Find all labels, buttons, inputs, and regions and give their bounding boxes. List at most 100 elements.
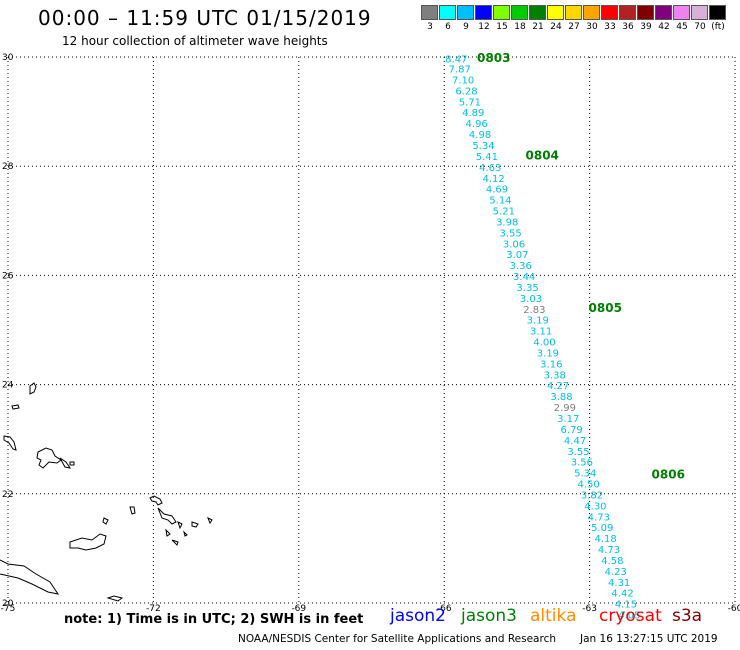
- satellite-legend-s3a: s3a: [672, 606, 703, 626]
- lon-tick-label: -66: [437, 604, 452, 614]
- swh-value: 4.73: [588, 512, 610, 523]
- legend-label: 33: [604, 22, 616, 32]
- swh-value: 3.07: [506, 250, 528, 261]
- lon-tick-label: -60: [728, 604, 740, 614]
- island-outline: [129, 506, 136, 515]
- legend-label: 42: [658, 22, 670, 32]
- time-labels: 0803 0804 0805 0806: [477, 51, 685, 482]
- lon-tick-label: -72: [146, 604, 161, 614]
- swh-value: 7.10: [452, 75, 474, 86]
- island-outline: [106, 595, 124, 602]
- swh-value: 5.14: [489, 196, 511, 207]
- legend-swatch: [673, 5, 690, 20]
- legend-swatch: [691, 5, 708, 20]
- island-outline: [0, 559, 60, 595]
- map-title: 00:00 – 11:59 UTC 01/15/2019: [38, 6, 372, 30]
- swh-value: 4.69: [486, 185, 508, 196]
- lat-tick-label: 20: [2, 599, 14, 609]
- legend-swatch: [457, 5, 474, 20]
- time-label: 0803: [477, 51, 510, 65]
- island-outline: [191, 521, 199, 528]
- island-outline: [165, 528, 171, 537]
- swh-value: 3.19: [527, 316, 549, 327]
- legend-label: 18: [514, 22, 526, 32]
- swh-value: 7.87: [449, 65, 471, 76]
- legend-label: 27: [568, 22, 580, 32]
- map-grid: [7, 56, 736, 604]
- swh-value: 4.31: [608, 578, 630, 589]
- swh-value: 3.19: [537, 348, 559, 359]
- island-outline: [69, 461, 75, 466]
- swh-value: 2.99: [554, 403, 576, 414]
- swh-value: 4.89: [462, 108, 484, 119]
- swh-value: 3.55: [499, 228, 521, 239]
- legend-label: 36: [622, 22, 634, 32]
- satellite-legend-jason3: jason3: [461, 606, 517, 626]
- legend-swatch: [655, 5, 672, 20]
- legend-label: 21: [532, 22, 544, 32]
- color-scale-legend: [421, 5, 727, 20]
- satellite-legend-jason2: jason2: [390, 606, 446, 626]
- coastline-islands: [0, 382, 213, 602]
- legend-swatch: [601, 5, 618, 20]
- lat-tick-label: 26: [2, 271, 14, 281]
- swh-value: 3.55: [567, 447, 589, 458]
- lat-tick-label: 28: [2, 162, 14, 172]
- swh-value: 4.23: [605, 567, 627, 578]
- swh-value: 5.71: [459, 97, 481, 108]
- time-label: 0806: [652, 468, 685, 482]
- legend-label: 12: [478, 22, 490, 32]
- swh-value: 6.79: [561, 425, 583, 436]
- legend-label: 45: [676, 22, 688, 32]
- swh-value: 4.27: [547, 381, 569, 392]
- legend-label: 15: [496, 22, 508, 32]
- swh-value: 4.73: [598, 545, 620, 556]
- legend-swatch: [439, 5, 456, 20]
- legend-swatch: [421, 5, 438, 20]
- island-outline: [171, 539, 179, 546]
- swh-value: 4.42: [611, 589, 633, 600]
- swh-value: 4.47: [564, 436, 586, 447]
- legend-swatch: [637, 5, 654, 20]
- island-outline: [149, 495, 163, 506]
- axis-tick-labels: -75 -72 -69 -66 -63 -60 30 28 26 24 22 20: [1, 53, 740, 614]
- swh-value: 3.17: [557, 414, 579, 425]
- legend-label: 3: [427, 22, 433, 32]
- legend-swatch: [547, 5, 564, 20]
- swh-value: 5.41: [476, 152, 498, 163]
- island-outline: [36, 447, 62, 469]
- swh-value: 4.58: [601, 556, 623, 567]
- lon-tick-label: -63: [582, 604, 597, 614]
- swh-value: 3.38: [544, 370, 566, 381]
- legend-label: 39: [640, 22, 652, 32]
- island-outline: [177, 521, 183, 530]
- legend-swatch: [529, 5, 546, 20]
- swh-value: 3.16: [540, 359, 562, 370]
- swh-value: 4.96: [466, 119, 488, 130]
- legend-label: 30: [586, 22, 598, 32]
- swh-value: 4.63: [479, 163, 501, 174]
- footer-credit: NOAA/NESDIS Center for Satellite Applica…: [238, 633, 556, 645]
- legend-label: 24: [550, 22, 562, 32]
- time-label: 0804: [526, 148, 559, 162]
- swh-value: 3.35: [516, 283, 538, 294]
- lon-tick-label: -69: [291, 604, 306, 614]
- lat-tick-label: 24: [2, 381, 14, 391]
- swh-value: 3.36: [510, 261, 532, 272]
- swh-value: 4.12: [483, 174, 505, 185]
- satellite-track: 8.477.877.106.285.714.894.964.985.345.41…: [445, 55, 640, 622]
- island-outline: [207, 516, 213, 525]
- swh-value: 4.98: [469, 130, 491, 141]
- time-label: 0805: [589, 301, 622, 315]
- swh-value: 4.30: [584, 501, 606, 512]
- swh-value: 3.03: [520, 294, 542, 305]
- lat-tick-label: 22: [2, 490, 13, 500]
- swh-value: 3.44: [513, 272, 535, 283]
- island-outline: [3, 435, 17, 451]
- footer-timestamp: Jan 16 13:27:15 UTC 2019: [580, 633, 718, 645]
- island-outline: [59, 457, 72, 469]
- legend-swatch: [619, 5, 636, 20]
- legend-swatch: [475, 5, 492, 20]
- swh-value: 8.47: [445, 55, 467, 66]
- island-outline: [11, 404, 20, 410]
